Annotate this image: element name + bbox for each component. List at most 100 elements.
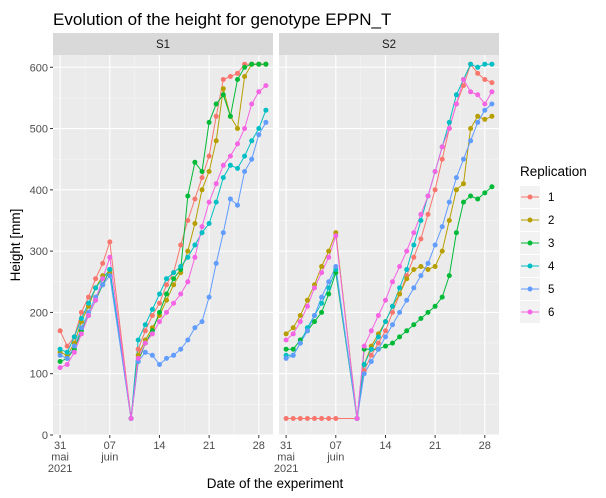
data-point: [157, 319, 162, 325]
data-point: [482, 116, 488, 122]
data-point: [249, 101, 255, 107]
data-point: [142, 328, 148, 334]
data-point: [263, 61, 269, 67]
data-point: [178, 346, 184, 352]
data-point: [319, 270, 325, 276]
data-point: [425, 260, 431, 266]
data-point: [439, 156, 445, 162]
data-point: [178, 291, 184, 297]
data-point: [220, 92, 226, 98]
data-point: [100, 276, 106, 282]
data-point: [425, 267, 431, 272]
data-point: [418, 264, 424, 269]
data-point: [135, 346, 141, 352]
x-tick-label: 31: [54, 440, 66, 452]
x-tick-label: 31: [280, 440, 292, 452]
data-point: [319, 416, 325, 421]
data-point: [283, 346, 289, 352]
data-point: [213, 260, 219, 266]
data-point: [206, 119, 212, 125]
data-point: [312, 313, 317, 318]
data-point: [425, 309, 431, 315]
series-line-6: [59, 85, 267, 419]
data-point: [312, 416, 317, 421]
data-point: [453, 175, 459, 181]
series-line-4: [286, 63, 492, 419]
data-point: [256, 61, 262, 67]
data-point: [78, 309, 84, 315]
x-tick-label: 21: [203, 440, 215, 452]
data-point: [475, 113, 481, 119]
series-line-6: [285, 78, 493, 419]
data-point: [86, 313, 91, 318]
data-point: [446, 218, 452, 223]
data-point: [220, 162, 226, 168]
chart-title: Evolution of the height for genotype EPP…: [53, 10, 391, 29]
data-point: [86, 294, 91, 300]
data-point: [256, 132, 262, 138]
data-point: [475, 64, 481, 70]
legend-title: Replication: [520, 164, 587, 179]
data-point: [235, 77, 240, 82]
data-point: [178, 242, 184, 248]
data-point: [57, 346, 63, 352]
y-tick-label: 0: [42, 430, 48, 442]
data-point: [57, 352, 63, 358]
data-point: [432, 303, 438, 309]
data-point: [482, 61, 488, 67]
data-point: [368, 328, 374, 334]
data-point: [475, 70, 481, 76]
data-point: [319, 309, 325, 315]
x-tick-label: mai: [51, 452, 69, 464]
data-point: [383, 343, 388, 349]
legend-item-2: 2: [520, 209, 554, 231]
data-point: [383, 328, 388, 334]
data-point: [297, 313, 303, 318]
data-point: [78, 316, 84, 321]
series-line-5: [59, 122, 267, 419]
data-point: [100, 282, 106, 288]
series-line-5: [285, 103, 493, 419]
data-point: [227, 196, 233, 202]
legend-label: 3: [548, 238, 554, 250]
data-point: [439, 144, 445, 150]
data-point: [57, 328, 63, 334]
data-point: [453, 101, 459, 107]
data-point: [220, 77, 226, 82]
data-point: [242, 74, 248, 79]
data-point: [439, 294, 445, 300]
data-point: [333, 416, 339, 421]
data-point: [164, 297, 169, 303]
data-point: [453, 187, 459, 193]
data-point: [411, 242, 417, 248]
data-point: [149, 306, 155, 312]
data-point: [397, 264, 403, 269]
data-point: [411, 254, 417, 260]
data-point: [475, 119, 481, 125]
data-point: [432, 169, 438, 174]
data-point: [489, 61, 495, 67]
data-point: [185, 193, 191, 199]
data-point: [475, 92, 481, 98]
data-point: [206, 169, 212, 174]
data-point: [304, 297, 310, 303]
data-point: [64, 349, 70, 355]
legend-item-5: 5: [520, 278, 554, 300]
data-point: [375, 313, 381, 318]
x-tick-label: 2021: [48, 463, 72, 475]
data-point: [135, 337, 141, 343]
data-point: [157, 300, 162, 306]
data-point: [290, 325, 296, 331]
data-point: [263, 83, 269, 89]
data-point: [304, 328, 310, 334]
data-point: [157, 362, 162, 367]
x-tick-label: juin: [100, 452, 118, 464]
x-tick-label: 14: [153, 440, 165, 452]
data-point: [489, 80, 495, 86]
series-line-1: [59, 63, 266, 419]
data-point: [192, 159, 198, 165]
data-point: [368, 346, 374, 352]
x-axis-label: Date of the experiment: [207, 476, 344, 491]
data-point: [192, 221, 198, 226]
